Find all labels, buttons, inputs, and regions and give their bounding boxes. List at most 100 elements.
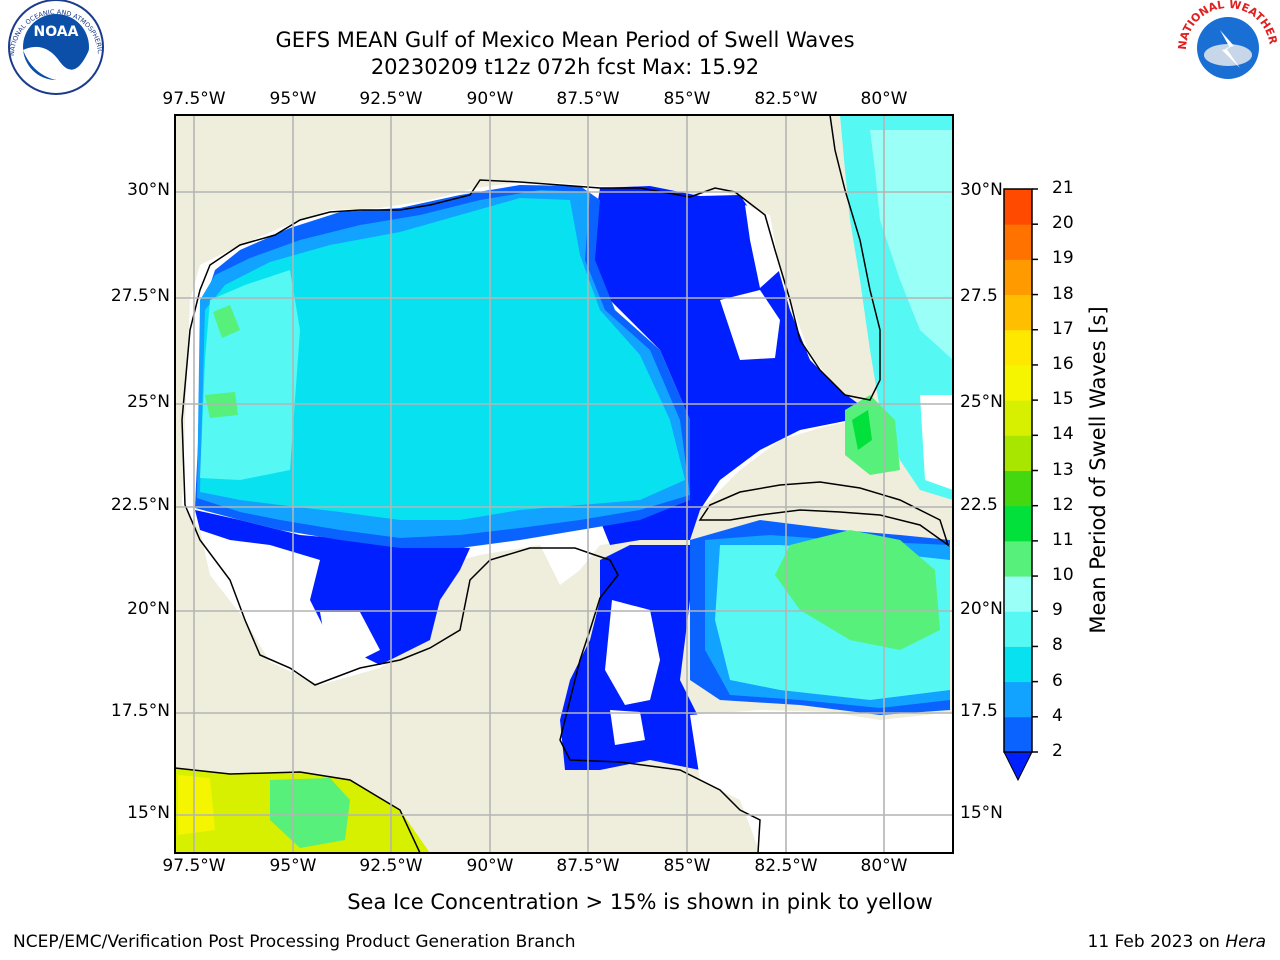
lat-label-right: 20°N bbox=[960, 599, 1003, 619]
credit-left: NCEP/EMC/Verification Post Processing Pr… bbox=[13, 932, 576, 952]
lat-label-right: 25°N bbox=[960, 392, 1003, 412]
missing-yucatan-b bbox=[610, 710, 645, 745]
swell-zone-9to10s-west-gulf bbox=[213, 305, 240, 338]
lat-label-left: 15°N bbox=[127, 803, 170, 823]
lat-label-left: 25°N bbox=[127, 392, 170, 412]
lon-label-top: 85°W bbox=[663, 89, 711, 109]
colorbar-segment bbox=[1004, 189, 1032, 225]
missing-atlantic-east bbox=[920, 395, 953, 490]
colorbar-tick-label: 19 bbox=[1052, 248, 1074, 269]
noaa-logo: NOAA NATIONAL OCEANIC AND ATMOSPHERIC AD… bbox=[0, 0, 104, 95]
colorbar-tick-label: 9 bbox=[1052, 600, 1063, 621]
colorbar-segment bbox=[1004, 646, 1032, 683]
colorbar-segment bbox=[1004, 716, 1032, 753]
colorbar-tick-label: 20 bbox=[1052, 213, 1074, 234]
lon-label-top: 87.5°W bbox=[556, 89, 620, 109]
coastline-mexico-yucatan bbox=[184, 504, 761, 853]
lon-label-bottom: 95°W bbox=[269, 856, 317, 876]
chart-subtitle: 20230209 t12z 072h fcst Max: 15.92 bbox=[370, 55, 760, 79]
pacific-swell-yellow bbox=[178, 775, 215, 835]
lon-label-bottom: 80°W bbox=[860, 856, 908, 876]
colorbar-segment bbox=[1004, 540, 1032, 577]
swell-zone-10to11s-florida-straits bbox=[852, 410, 872, 450]
colorbar-segment bbox=[1004, 294, 1032, 331]
swell-zone-2s-east-gulf bbox=[590, 186, 860, 545]
graticule bbox=[175, 115, 953, 853]
swell-zone-6to8s-gulf bbox=[200, 198, 685, 520]
lon-label-top: 95°W bbox=[269, 89, 317, 109]
swell-zone-8to9s-west-gulf bbox=[200, 270, 300, 480]
colorbar-segment bbox=[1004, 224, 1032, 260]
missing-east-gulf-b bbox=[745, 205, 780, 288]
lon-label-bottom: 90°W bbox=[466, 856, 514, 876]
swell-zone-9s-atlantic bbox=[870, 130, 953, 360]
coastline-us-mexico-gulf bbox=[181, 115, 881, 506]
lat-label-right: 22.5 bbox=[960, 495, 998, 515]
swell-zone-9to10s-west-gulf-b bbox=[205, 392, 238, 418]
colorbar-tick-label: 21 bbox=[1052, 178, 1074, 198]
colorbar-tick-label: 14 bbox=[1052, 424, 1074, 445]
lat-label-right: 30°N bbox=[960, 180, 1003, 200]
colorbar-tick-label: 17 bbox=[1052, 318, 1074, 339]
colorbar-segment bbox=[1004, 505, 1032, 542]
colorbar-segment bbox=[1004, 329, 1032, 366]
colorbar-tick-label: 16 bbox=[1052, 353, 1074, 374]
credit-right: 11 Feb 2023 on Hera bbox=[1088, 932, 1266, 952]
colorbar-segment bbox=[1004, 576, 1032, 612]
colorbar-segment bbox=[1004, 259, 1032, 296]
credit-host: Hera bbox=[1225, 932, 1266, 952]
colorbar-tick-label: 8 bbox=[1052, 635, 1063, 656]
colorbar-segment bbox=[1004, 435, 1032, 471]
colorbar-extend-arrow bbox=[1003, 751, 1033, 782]
colorbar-tick-label: 6 bbox=[1052, 670, 1063, 691]
colorbar-tick-label: 12 bbox=[1052, 494, 1074, 515]
lat-label-right: 15°N bbox=[960, 803, 1003, 823]
coastline-pacific bbox=[175, 767, 421, 853]
coastline-cuba bbox=[698, 481, 950, 547]
swell-zone-2s-bay-of-campeche bbox=[195, 510, 470, 665]
lon-label-bottom: 85°W bbox=[663, 856, 711, 876]
missing-bay-center bbox=[320, 612, 380, 660]
swell-zone-9to10s-florida-straits bbox=[845, 395, 900, 475]
lon-label-bottom: 92.5°W bbox=[359, 856, 423, 876]
colorbar-tick-label: 13 bbox=[1052, 459, 1074, 480]
lon-label-top: 97.5°W bbox=[162, 89, 226, 109]
lat-label-left: 22.5°N bbox=[110, 495, 170, 515]
colorbar bbox=[1003, 188, 1038, 782]
colorbar-tick-label: 2 bbox=[1052, 741, 1063, 761]
swell-zone-9to10s-caribbean bbox=[775, 530, 940, 650]
map-area bbox=[175, 115, 953, 853]
missing-yucatan-a bbox=[605, 600, 660, 705]
map-frame bbox=[174, 114, 954, 854]
lat-label-right: 17.5 bbox=[960, 701, 998, 721]
colorbar-segment bbox=[1004, 400, 1032, 436]
lat-label-right: 27.5 bbox=[960, 286, 998, 306]
lon-label-bottom: 87.5°W bbox=[556, 856, 620, 876]
pacific-swell-green bbox=[270, 778, 350, 848]
nws-ring-text: NATIONAL WEATHER SERVICE bbox=[0, 0, 1280, 50]
lat-label-left: 30°N bbox=[127, 180, 170, 200]
svg-text:NATIONAL WEATHER SERVICE: NATIONAL WEATHER SERVICE bbox=[0, 0, 1280, 50]
colorbar-tick-label: 10 bbox=[1052, 565, 1074, 586]
colorbar-tick-label: 4 bbox=[1052, 705, 1063, 726]
colorbar-tick-label: 11 bbox=[1052, 529, 1074, 550]
colorbar-tick-label: 15 bbox=[1052, 389, 1074, 410]
colorbar-segment bbox=[1004, 611, 1032, 647]
lon-label-top: 90°W bbox=[466, 89, 514, 109]
colorbar-segment bbox=[1004, 470, 1032, 507]
nws-logo: NATIONAL WEATHER SERVICE bbox=[0, 0, 1280, 94]
colorbar-title: Mean Period of Swell Waves [s] bbox=[1086, 306, 1110, 634]
colorbar-segment bbox=[1004, 681, 1032, 718]
colorbar-segment bbox=[1004, 364, 1032, 401]
sea-ice-caption: Sea Ice Concentration > 15% is shown in … bbox=[347, 890, 933, 914]
lon-label-bottom: 97.5°W bbox=[162, 856, 226, 876]
chart-title: GEFS MEAN Gulf of Mexico Mean Period of … bbox=[275, 28, 855, 52]
lon-label-top: 80°W bbox=[860, 89, 908, 109]
noaa-logo-text: NOAA bbox=[34, 24, 79, 40]
lon-label-bottom: 82.5°W bbox=[754, 856, 818, 876]
missing-east-gulf bbox=[720, 290, 780, 360]
colorbar-tick-label: 18 bbox=[1052, 283, 1074, 304]
lon-label-top: 92.5°W bbox=[359, 89, 423, 109]
lat-label-left: 20°N bbox=[127, 599, 170, 619]
